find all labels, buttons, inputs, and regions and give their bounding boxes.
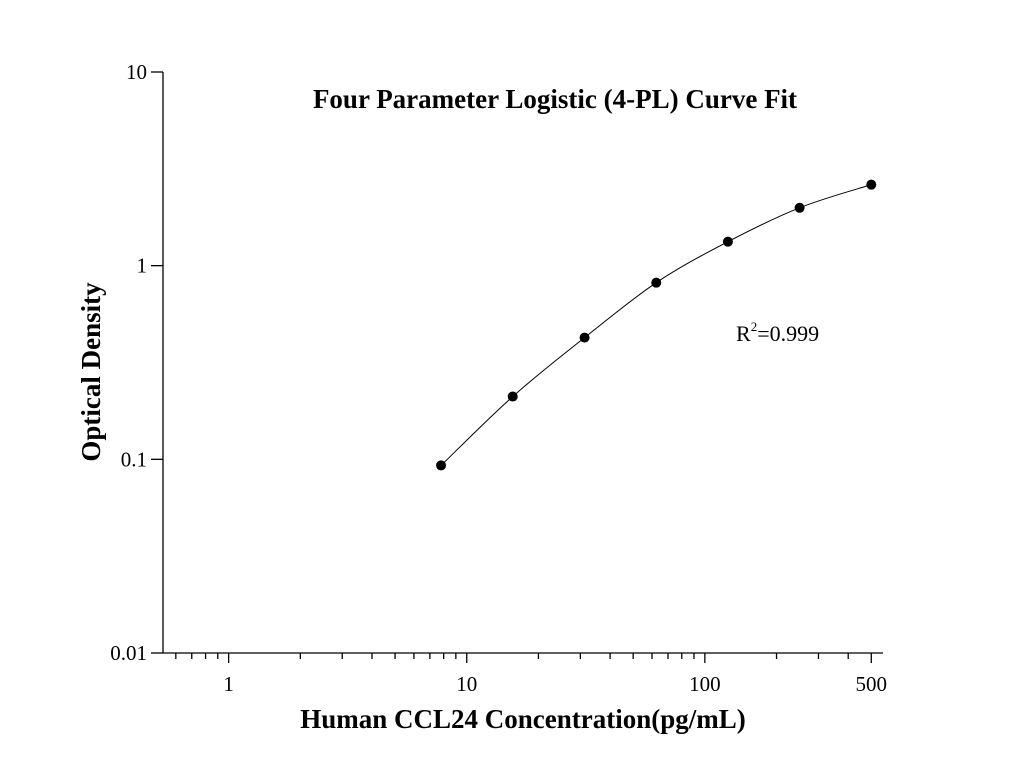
- y-tick-label: 1: [137, 254, 148, 278]
- annotation-superscript: 2: [751, 319, 758, 334]
- y-tick-label: 10: [126, 60, 147, 84]
- data-point: [436, 460, 447, 471]
- data-point: [507, 391, 518, 402]
- x-tick-label: 1: [223, 672, 234, 696]
- x-tick-label: 500: [856, 672, 888, 696]
- chart-title: Four Parameter Logistic (4-PL) Curve Fit: [313, 84, 797, 114]
- annotation-base: R: [736, 321, 751, 346]
- data-point: [794, 202, 805, 213]
- y-tick-label: 0.01: [110, 641, 147, 665]
- annotation: R2=0.999: [736, 319, 819, 346]
- y-tick-label: 0.1: [121, 447, 147, 471]
- y-axis-label: Optical Density: [76, 282, 106, 462]
- data-point: [651, 277, 662, 288]
- x-tick-label: 100: [689, 672, 721, 696]
- data-point: [866, 179, 877, 190]
- x-tick-label: 10: [456, 672, 477, 696]
- x-axis-label: Human CCL24 Concentration(pg/mL): [300, 704, 746, 734]
- data-point: [579, 332, 590, 343]
- annotation-text: =0.999: [757, 321, 819, 346]
- data-point: [722, 236, 733, 247]
